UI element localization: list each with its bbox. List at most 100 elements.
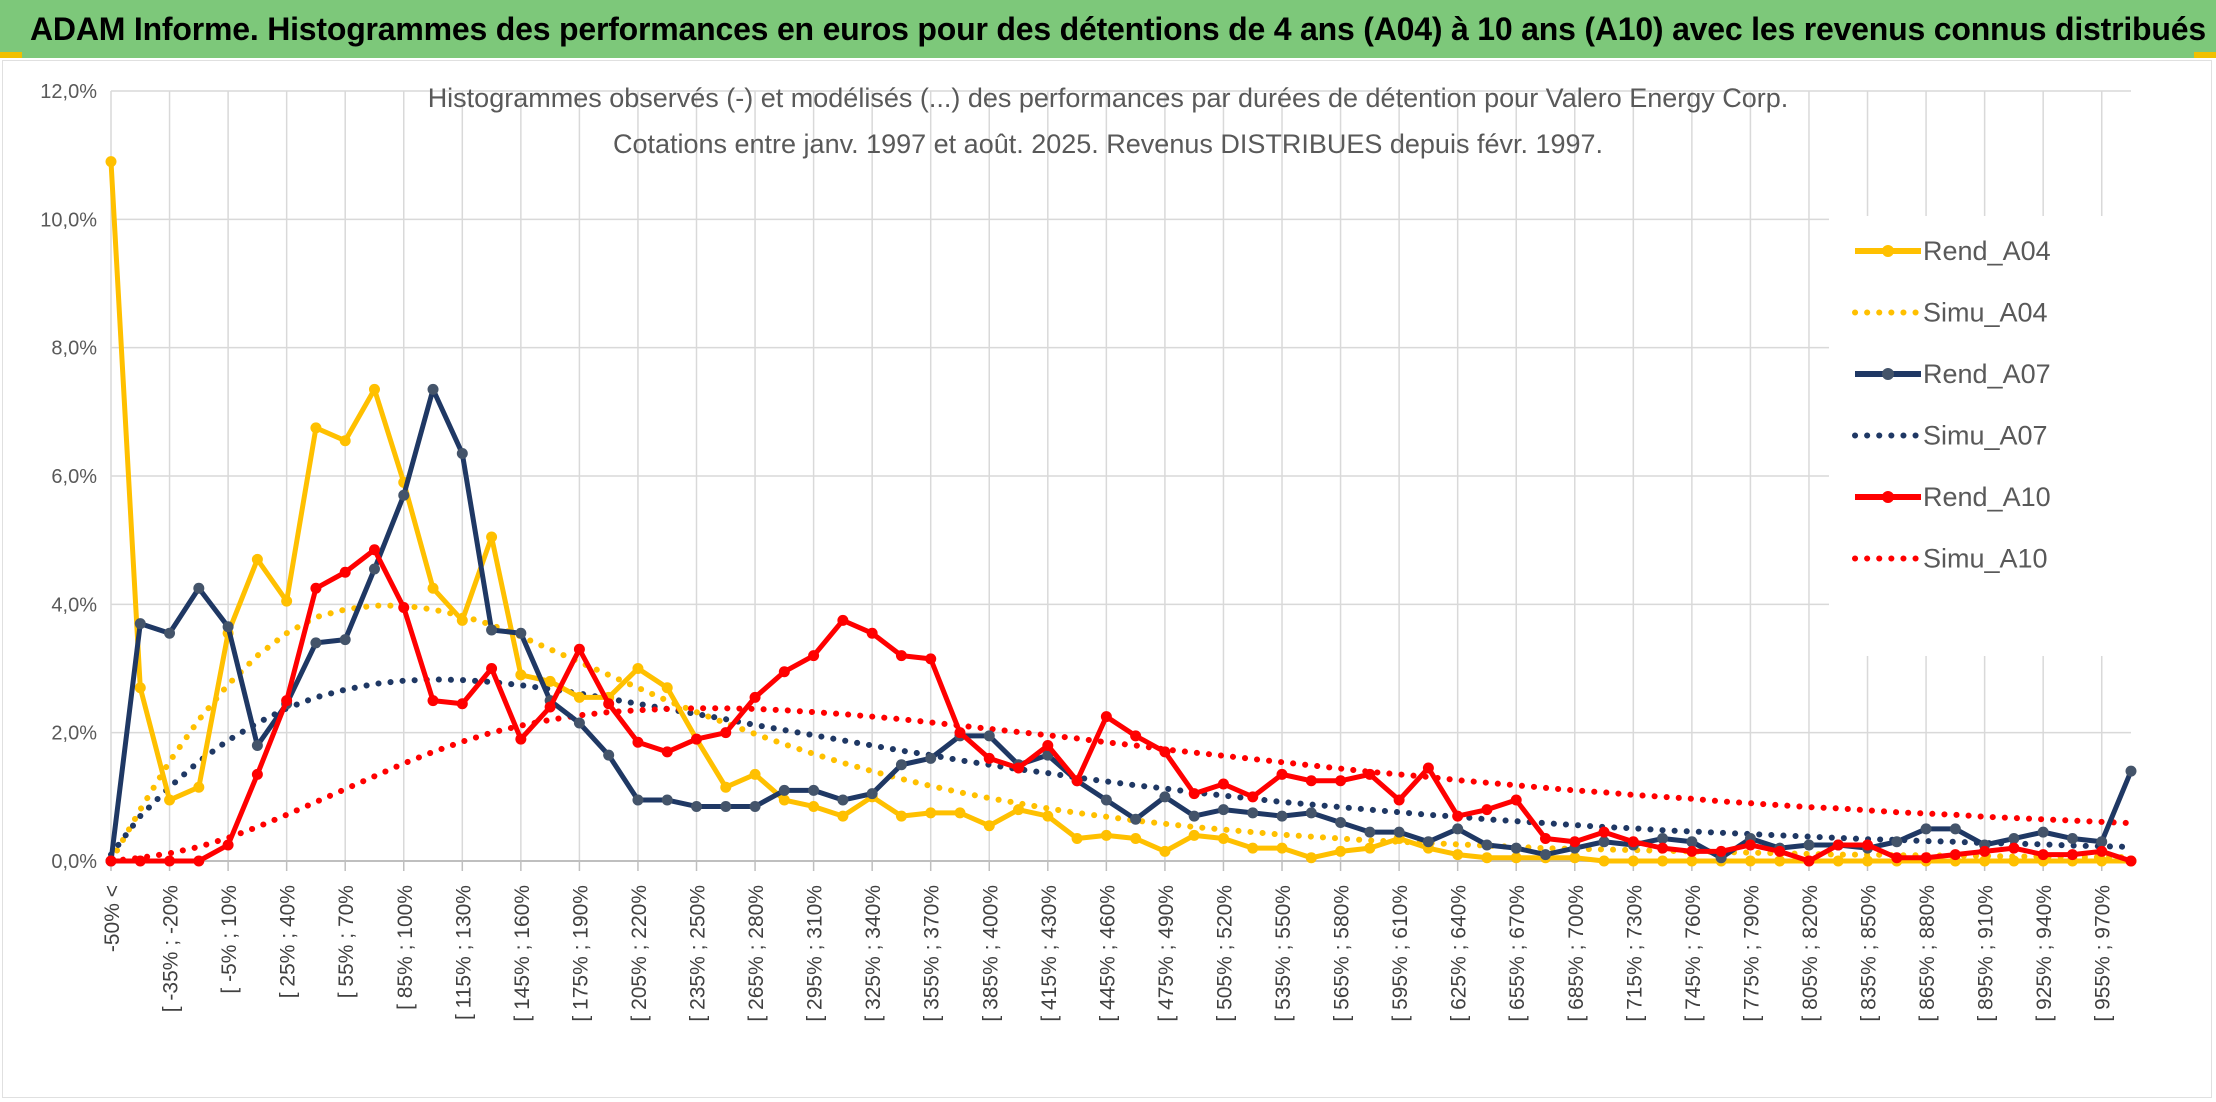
data-point xyxy=(1832,855,1844,867)
data-point xyxy=(661,746,673,758)
data-point xyxy=(1598,855,1610,867)
data-point xyxy=(134,682,146,694)
data-point xyxy=(1130,833,1142,845)
x-tick-label: [ 55% ; 70% xyxy=(335,885,358,998)
data-point xyxy=(486,531,498,543)
data-point xyxy=(1159,791,1171,803)
data-point xyxy=(573,691,585,703)
data-point xyxy=(1276,842,1288,854)
x-tick-label: [ 25% ; 40% xyxy=(277,885,300,998)
y-axis-ticks: 0,0% 2,0% 4,0% 6,0% 8,0% 10,0% 12,0% xyxy=(40,81,97,873)
data-point xyxy=(1247,842,1259,854)
data-point xyxy=(1305,852,1317,864)
data-point xyxy=(837,810,849,822)
data-point xyxy=(837,794,849,806)
legend-label: Rend_A04 xyxy=(1923,236,2051,266)
series-lines xyxy=(105,156,2137,867)
data-point xyxy=(1979,845,1991,857)
data-point xyxy=(925,653,937,665)
data-point xyxy=(1393,794,1405,806)
x-tick-label: [ 775% ; 790% xyxy=(1740,885,1763,1022)
data-point xyxy=(368,563,380,575)
x-tick-label: [ 895% ; 910% xyxy=(1975,885,1998,1022)
data-point xyxy=(1100,794,1112,806)
data-point xyxy=(1832,839,1844,851)
data-point xyxy=(1013,804,1025,816)
x-tick-label: [ 865% ; 880% xyxy=(1916,885,1939,1022)
legend: Rend_A04 Simu_A04 Rend_A07 Simu_A07 Rend_A10… xyxy=(1829,216,2139,656)
data-point xyxy=(2037,826,2049,838)
legend-item-Simu_A07: Simu_A07 xyxy=(1852,421,2048,451)
data-point xyxy=(486,624,498,636)
data-point xyxy=(1335,775,1347,787)
data-point xyxy=(251,553,263,565)
data-point xyxy=(339,435,351,447)
data-point xyxy=(339,566,351,578)
legend-label: Simu_A10 xyxy=(1923,544,2048,574)
data-point xyxy=(1276,768,1288,780)
legend-label: Simu_A04 xyxy=(1923,298,2048,328)
data-point xyxy=(720,800,732,812)
data-point xyxy=(1217,833,1229,845)
data-point xyxy=(1364,842,1376,854)
x-tick-label: [ 835% ; 850% xyxy=(1858,885,1881,1022)
legend-label: Rend_A07 xyxy=(1923,359,2051,389)
data-point xyxy=(193,582,205,594)
data-point xyxy=(164,794,176,806)
data-point xyxy=(1393,826,1405,838)
data-point xyxy=(281,695,293,707)
data-point xyxy=(1452,823,1464,835)
data-point xyxy=(1744,839,1756,851)
data-point xyxy=(895,810,907,822)
data-point xyxy=(310,582,322,594)
data-point xyxy=(1100,711,1112,723)
data-point xyxy=(1276,810,1288,822)
data-point xyxy=(1071,833,1083,845)
data-point xyxy=(2008,855,2020,867)
data-point xyxy=(251,768,263,780)
data-point xyxy=(925,752,937,764)
y-tick-label: 0,0% xyxy=(51,851,97,873)
series-Simu_A07 xyxy=(108,676,2134,858)
data-point xyxy=(720,781,732,793)
y-tick-label: 4,0% xyxy=(51,594,97,616)
data-point xyxy=(2008,833,2020,845)
legend-marker xyxy=(1882,245,1894,257)
y-tick-label: 8,0% xyxy=(51,338,97,360)
data-point xyxy=(1569,836,1581,848)
data-point xyxy=(281,595,293,607)
histogram-chart: 0,0% 2,0% 4,0% 6,0% 8,0% 10,0% 12,0% -50% < [ -… xyxy=(40,81,2139,1022)
chart-frame: 0,0% 2,0% 4,0% 6,0% 8,0% 10,0% 12,0% -50% < [ -… xyxy=(2,60,2212,1098)
data-point xyxy=(1627,855,1639,867)
x-tick-label: [ 115% ; 130% xyxy=(452,885,475,1020)
data-point xyxy=(1335,817,1347,828)
legend-item-Rend_A07: Rend_A07 xyxy=(1855,359,2051,389)
data-point xyxy=(954,807,966,819)
data-point xyxy=(398,602,410,614)
data-point xyxy=(691,800,703,812)
data-point xyxy=(983,730,995,742)
data-point xyxy=(954,727,966,739)
data-point xyxy=(1803,855,1815,867)
series-line xyxy=(108,676,2134,858)
data-point xyxy=(1862,839,1874,851)
data-point xyxy=(1188,788,1200,800)
data-point xyxy=(1247,791,1259,803)
data-point xyxy=(573,643,585,655)
data-point xyxy=(544,675,556,687)
series-line xyxy=(108,161,2131,864)
x-tick-label: [ 625% ; 640% xyxy=(1448,885,1471,1022)
data-point xyxy=(2096,845,2108,857)
data-point xyxy=(1949,849,1961,861)
x-tick-label: [ 505% ; 520% xyxy=(1213,885,1236,1022)
data-point xyxy=(1188,829,1200,841)
report-title: ADAM Informe. Histogrammes des performan… xyxy=(30,11,2206,47)
data-point xyxy=(573,717,585,729)
data-point xyxy=(1774,855,1786,867)
data-point xyxy=(310,422,322,434)
y-tick-label: 10,0% xyxy=(40,209,97,231)
data-point xyxy=(895,650,907,662)
data-point xyxy=(1715,845,1727,857)
data-point xyxy=(1452,849,1464,861)
data-point xyxy=(1686,855,1698,867)
